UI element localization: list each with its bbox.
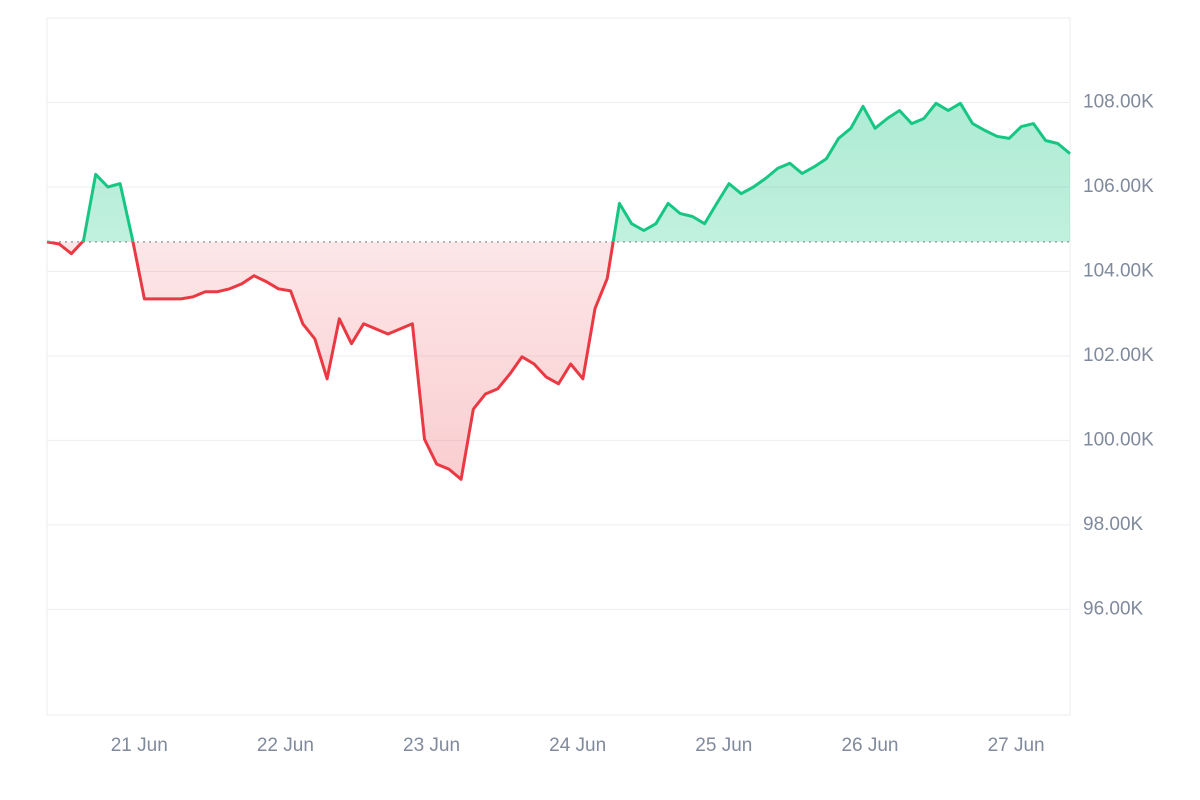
y-tick-label: 96.00K [1083, 598, 1144, 619]
y-tick-label: 102.00K [1083, 345, 1154, 366]
x-tick-label: 26 Jun [841, 735, 898, 756]
y-tick-label: 106.00K [1083, 176, 1154, 197]
y-tick-label: 100.00K [1083, 429, 1154, 450]
y-tick-label: 98.00K [1083, 514, 1144, 535]
area-up [82, 103, 1070, 242]
plot-frame [46, 17, 1071, 716]
price-line-up [47, 101, 1071, 242]
x-tick-label: 23 Jun [403, 735, 460, 756]
x-tick-label: 25 Jun [695, 735, 752, 756]
price-line-down [46, 241, 615, 481]
x-tick-label: 21 Jun [111, 735, 168, 756]
x-tick-label: 22 Jun [257, 735, 314, 756]
area-down [47, 241, 1070, 480]
y-tick-label: 108.00K [1083, 92, 1154, 113]
x-tick-label: 24 Jun [549, 735, 606, 756]
y-tick-label: 104.00K [1083, 260, 1154, 281]
x-tick-label: 27 Jun [988, 735, 1045, 756]
